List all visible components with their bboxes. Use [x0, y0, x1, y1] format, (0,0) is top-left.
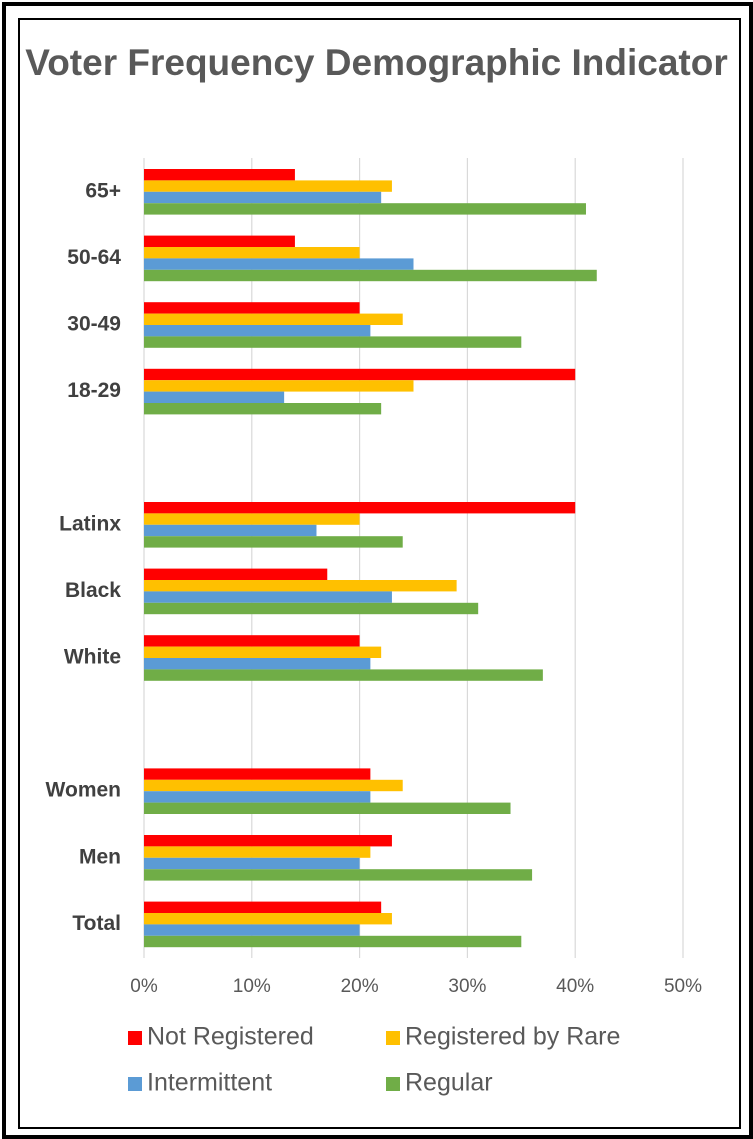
category-label: Total — [72, 912, 121, 935]
bar — [144, 802, 511, 814]
legend: Not Registered Registered by Rare Intermit… — [128, 1023, 620, 1097]
category-label: 65+ — [85, 179, 121, 202]
bar — [144, 935, 522, 948]
bar — [144, 302, 360, 314]
bar — [144, 269, 597, 282]
legend-label: Registered by Rare — [405, 1023, 620, 1051]
x-tick-label: 50% — [664, 976, 702, 997]
bar — [144, 380, 414, 392]
category-label: Latinx — [59, 512, 121, 535]
category-labels: 65+ 50-64 30-49 18-29 Latinx Black White Women M… — [46, 179, 122, 935]
bar — [144, 258, 414, 270]
bar — [144, 313, 403, 325]
legend-label: Intermittent — [147, 1069, 272, 1097]
category-label: Women — [46, 779, 121, 802]
bar — [144, 846, 371, 858]
legend-swatch — [386, 1031, 400, 1045]
gridlines — [143, 158, 684, 958]
bar — [144, 502, 576, 514]
legend-swatch — [386, 1077, 400, 1091]
bar — [144, 247, 360, 259]
legend-swatch — [128, 1031, 142, 1045]
bar — [144, 869, 533, 881]
bar — [144, 580, 457, 592]
chart-title: Voter Frequency Demographic Indicator — [25, 42, 728, 83]
bar — [144, 779, 403, 792]
bar — [144, 203, 586, 215]
bar — [144, 791, 371, 803]
category-label: 18-29 — [67, 379, 121, 402]
x-tick-label: 40% — [556, 976, 594, 997]
category-label: Black — [65, 579, 121, 602]
bar — [144, 857, 360, 870]
bar — [144, 336, 522, 348]
bar — [144, 901, 382, 913]
bar — [144, 768, 371, 780]
x-tick-label: 10% — [233, 976, 271, 997]
x-tick-label: 0% — [130, 976, 158, 997]
x-tick-label: 30% — [448, 976, 486, 997]
x-tick-labels: 0% 10% 20% 30% 40% 50% — [130, 976, 702, 997]
bar — [144, 536, 403, 548]
bar — [144, 403, 382, 415]
bar — [144, 368, 576, 381]
bar — [144, 568, 328, 580]
category-label: 30-49 — [67, 313, 121, 336]
bar — [144, 524, 317, 537]
bar — [144, 924, 360, 936]
legend-swatch — [128, 1077, 142, 1091]
bar — [144, 235, 295, 247]
category-label: White — [64, 646, 121, 669]
bar — [144, 180, 392, 192]
bar — [144, 635, 360, 647]
bar — [144, 591, 392, 603]
legend-label: Not Registered — [147, 1023, 314, 1051]
category-label: 50-64 — [67, 246, 121, 269]
bar — [144, 325, 371, 337]
legend-label: Regular — [405, 1069, 493, 1097]
x-tick-label: 20% — [341, 976, 379, 997]
bar — [144, 658, 371, 670]
category-label: Men — [79, 845, 121, 868]
bar — [144, 835, 392, 847]
bar — [144, 513, 360, 525]
bar — [144, 913, 392, 925]
bar — [144, 646, 382, 658]
bar — [144, 391, 285, 403]
bar — [144, 191, 382, 204]
bar — [144, 169, 295, 181]
bar — [144, 602, 479, 615]
bars — [144, 169, 597, 948]
bar — [144, 669, 543, 681]
